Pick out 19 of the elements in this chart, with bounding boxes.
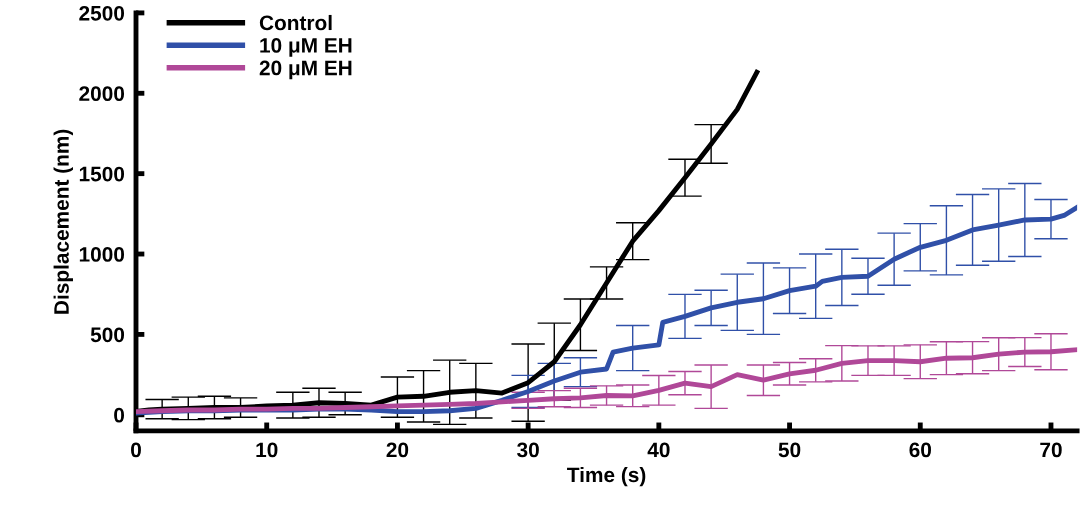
y-tick-label: 500 (90, 327, 125, 343)
y-tick-label: 1000 (79, 247, 125, 262)
y-tick-label: 2000 (79, 86, 125, 102)
legend-label: 20 μM EH (259, 60, 352, 80)
x-tick-label: 10 (256, 442, 278, 458)
x-tick-label: 50 (778, 442, 801, 458)
x-tick-label: 20 (386, 442, 409, 458)
y-tick-label: 0 (114, 407, 125, 423)
y-tick-label: 2500 (79, 5, 125, 21)
legend-label: 10 μM EH (260, 38, 352, 57)
x-tick-label: 0 (131, 442, 141, 458)
x-tick-label: 60 (909, 442, 931, 458)
x-tick-label: 40 (647, 442, 670, 458)
x-axis-title: Time (s) (567, 466, 646, 487)
y-axis-title: Displacement (nm) (53, 129, 73, 314)
x-tick-label: 70 (1040, 442, 1062, 458)
x-tick-label: 30 (517, 442, 539, 458)
legend-label: Control (259, 14, 332, 31)
y-tick-label: 1500 (79, 166, 125, 182)
